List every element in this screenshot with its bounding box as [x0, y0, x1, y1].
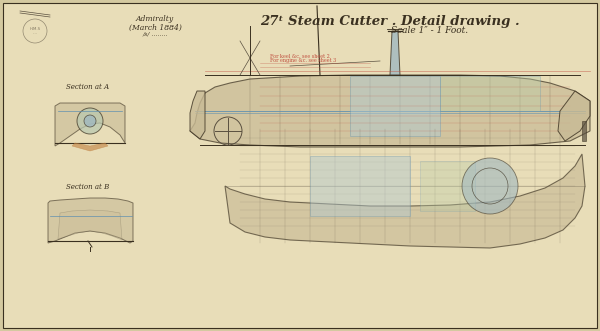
Text: 27ᵗ Steam Cutter . Detail drawing .: 27ᵗ Steam Cutter . Detail drawing .	[260, 15, 520, 28]
Text: Scale 1″ - 1 Foot.: Scale 1″ - 1 Foot.	[391, 26, 469, 35]
Text: /s/ ........: /s/ ........	[142, 31, 168, 36]
Polygon shape	[190, 91, 205, 139]
Text: Admiralty
(March 1884): Admiralty (March 1884)	[128, 15, 181, 32]
Polygon shape	[72, 143, 108, 151]
Polygon shape	[390, 31, 400, 75]
Polygon shape	[48, 198, 133, 243]
Polygon shape	[225, 154, 585, 248]
Polygon shape	[582, 121, 586, 141]
Text: For engine &c. see sheet 3: For engine &c. see sheet 3	[270, 58, 336, 63]
Circle shape	[84, 115, 96, 127]
Bar	[420, 161, 475, 211]
Bar	[310, 156, 410, 216]
Bar	[440, 76, 540, 111]
Text: H.M.S
....: H.M.S ....	[29, 27, 41, 35]
Polygon shape	[558, 91, 590, 141]
Text: For keel &c. see sheet 2: For keel &c. see sheet 2	[270, 54, 330, 59]
Text: Section at A: Section at A	[67, 83, 110, 91]
Bar	[350, 76, 440, 136]
Circle shape	[77, 108, 103, 134]
Circle shape	[462, 158, 518, 214]
Polygon shape	[190, 75, 590, 147]
Text: Section at B: Section at B	[67, 183, 110, 191]
Polygon shape	[55, 103, 125, 146]
Polygon shape	[58, 210, 122, 240]
